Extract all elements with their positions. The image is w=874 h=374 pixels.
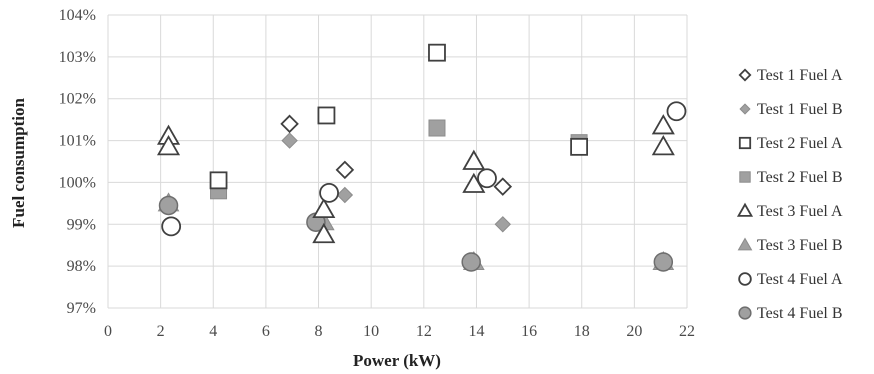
- x-tick-label: 10: [363, 323, 379, 340]
- legend-label: Test 2 Fuel A: [757, 135, 843, 152]
- data-points: [156, 43, 687, 272]
- data-point-test-1-fuel-a: [493, 177, 513, 196]
- y-tick-label: 101%: [59, 133, 96, 150]
- data-point-test-3-fuel-a: [651, 135, 675, 156]
- data-point-test-3-fuel-a: [651, 114, 675, 135]
- data-point-test-1-fuel-a: [335, 160, 355, 180]
- grid-lines: [107, 14, 688, 309]
- legend-marker-test-4-fuel-b: [738, 306, 752, 320]
- data-point-test-1-fuel-b: [494, 216, 511, 233]
- x-tick-label: 22: [679, 323, 695, 340]
- x-axis-title: Power (kW): [353, 351, 441, 370]
- data-point-test-3-fuel-a: [462, 149, 486, 170]
- data-point-test-4-fuel-a: [666, 101, 687, 122]
- x-tick-label: 4: [209, 323, 217, 340]
- legend-marker-test-2-fuel-a: [738, 136, 752, 150]
- y-tick-label: 97%: [67, 300, 96, 317]
- x-tick-label: 0: [104, 323, 112, 340]
- x-tick-label: 18: [574, 323, 590, 340]
- data-point-test-2-fuel-a: [428, 43, 446, 62]
- x-tick-label: 16: [521, 323, 537, 340]
- legend-marker-test-3-fuel-b: [737, 237, 753, 251]
- data-point-test-2-fuel-a: [317, 106, 336, 125]
- legend-label: Test 1 Fuel A: [757, 67, 843, 84]
- data-point-test-3-fuel-a: [312, 197, 336, 219]
- data-point-test-1-fuel-a: [280, 114, 299, 134]
- x-tick-label: 8: [315, 323, 323, 340]
- data-point-test-2-fuel-b: [428, 119, 446, 137]
- y-tick-label: 100%: [59, 174, 96, 191]
- data-point-test-4-fuel-b: [653, 252, 674, 272]
- y-tick-label: 103%: [59, 49, 96, 66]
- y-tick-label: 102%: [59, 91, 96, 108]
- data-point-test-4-fuel-a: [319, 182, 339, 203]
- legend-label: Test 1 Fuel B: [757, 101, 843, 118]
- legend-label: Test 3 Fuel A: [757, 203, 843, 220]
- x-tick-label: 6: [262, 323, 270, 340]
- legend-marker-test-2-fuel-b: [739, 171, 751, 183]
- data-point-test-1-fuel-b: [336, 186, 354, 204]
- y-tick-label: 99%: [67, 216, 96, 233]
- legend-label: Test 4 Fuel B: [757, 305, 843, 322]
- x-tick-label: 2: [157, 323, 165, 340]
- x-tick-label: 14: [468, 323, 484, 340]
- y-tick-label: 98%: [67, 258, 96, 275]
- x-tick-label: 20: [626, 323, 642, 340]
- data-point-test-4-fuel-b: [461, 252, 481, 272]
- x-tick-label: 12: [416, 323, 432, 340]
- legend-marker-test-1-fuel-b: [739, 103, 751, 115]
- data-point-test-3-fuel-a: [312, 222, 336, 244]
- legend-marker-test-3-fuel-a: [736, 202, 754, 217]
- data-point-test-1-fuel-b: [281, 132, 298, 149]
- data-point-test-4-fuel-a: [477, 168, 497, 189]
- x-axis-ticks: 0 2 4 6 8 10 12 14 16 18 20 22: [104, 323, 695, 340]
- y-axis-ticks: 97% 98% 99% 100% 101% 102% 103% 104%: [59, 7, 96, 317]
- data-point-test-4-fuel-b: [158, 195, 179, 216]
- legend: Test 1 Fuel A Test 1 Fuel B Test 2 Fuel A T…: [736, 67, 843, 322]
- legend-label: Test 2 Fuel B: [757, 169, 843, 186]
- legend-label: Test 4 Fuel A: [757, 271, 843, 288]
- legend-label: Test 3 Fuel B: [757, 237, 843, 254]
- data-point-test-2-fuel-a: [570, 137, 588, 156]
- data-point-test-4-fuel-a: [161, 216, 182, 237]
- y-axis-title: Fuel consumption: [9, 98, 28, 228]
- legend-marker-test-4-fuel-a: [738, 272, 752, 286]
- y-tick-label: 104%: [59, 7, 96, 24]
- legend-marker-test-1-fuel-a: [738, 68, 752, 82]
- data-point-test-2-fuel-a: [209, 171, 228, 190]
- data-point-test-3-fuel-a: [156, 135, 181, 156]
